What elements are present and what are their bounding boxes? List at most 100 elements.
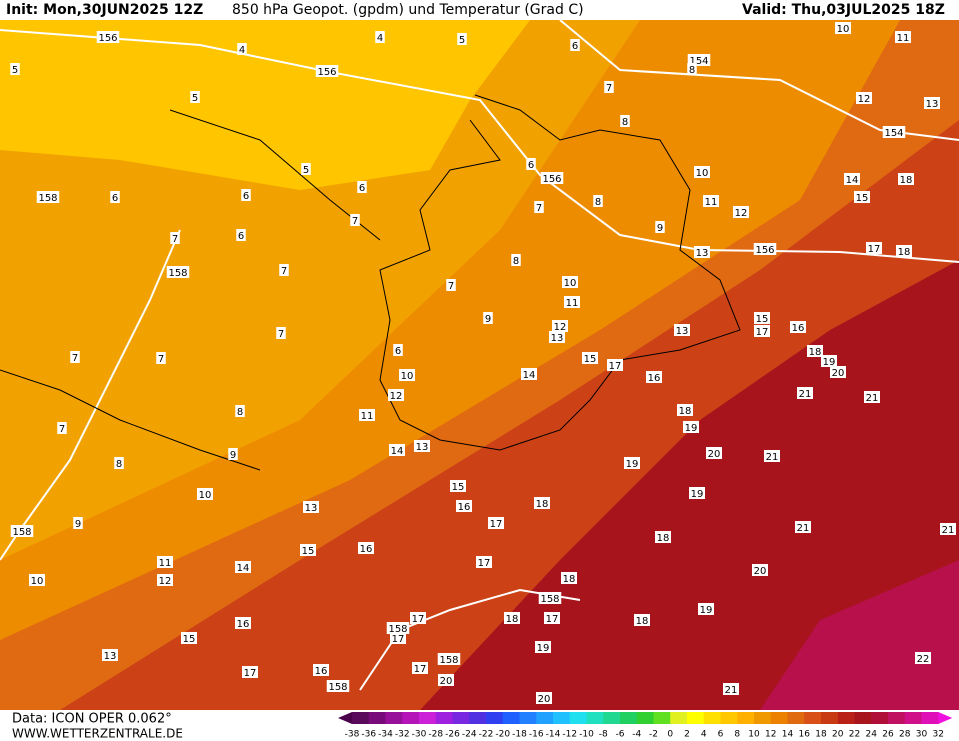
colorbar-label: 30	[916, 730, 928, 740]
colorbar-box	[419, 712, 437, 724]
colorbar-box	[469, 712, 487, 724]
label-box	[689, 487, 705, 499]
header-bar	[0, 0, 959, 20]
colorbar-box	[821, 712, 839, 724]
init-time: Init: Mon,30JUN2025 12Z	[6, 2, 203, 18]
colorbar-label: 12	[765, 730, 776, 740]
label-box	[764, 450, 780, 462]
colorbar-box	[804, 712, 822, 724]
label-box	[706, 447, 722, 459]
contour-label: 11	[897, 33, 910, 44]
colorbar-label: -2	[649, 730, 658, 740]
contour-label: 13	[104, 651, 117, 662]
contour-label: 14	[391, 446, 404, 457]
colorbar-label: 0	[667, 730, 673, 740]
colorbar-label: -38	[345, 730, 360, 740]
label-box	[36, 191, 60, 203]
label-box	[703, 195, 719, 207]
colorbar-box	[502, 712, 520, 724]
colorbar-box	[754, 712, 772, 724]
label-box	[102, 649, 118, 661]
label-box	[526, 158, 536, 170]
label-box	[552, 320, 568, 332]
colorbar-label: -26	[445, 730, 460, 740]
contour-label: 17	[868, 244, 881, 255]
colorbar-box	[452, 712, 470, 724]
contour-label: 7	[606, 83, 612, 94]
contour-label: 18	[506, 614, 519, 625]
colorbar-box	[687, 712, 705, 724]
label-box	[534, 497, 550, 509]
label-box	[375, 31, 385, 43]
colorbar-arrow	[938, 712, 953, 724]
contour-label: 15	[856, 193, 869, 204]
colorbar-box	[888, 712, 906, 724]
label-box	[604, 81, 614, 93]
colorbar-label: 8	[734, 730, 740, 740]
label-box	[357, 181, 367, 193]
colorbar-box	[536, 712, 554, 724]
label-box	[446, 279, 456, 291]
contour-label: 6	[359, 183, 365, 194]
contour-label: 8	[116, 459, 122, 470]
contour-label: 21	[797, 523, 810, 534]
contour-label: 18	[636, 616, 649, 627]
colorbar-label: 26	[882, 730, 894, 740]
colorbar-label: -6	[616, 730, 625, 740]
contour-label: 12	[554, 322, 567, 333]
label-box	[866, 242, 882, 254]
contour-label: 13	[696, 248, 709, 259]
label-box	[476, 556, 492, 568]
label-box	[844, 173, 860, 185]
contour-label: 17	[609, 361, 622, 372]
label-box	[593, 195, 603, 207]
colorbar-label: -34	[378, 730, 393, 740]
contour-label: 11	[705, 197, 718, 208]
colorbar-arrow	[338, 712, 352, 724]
colorbar-label: 20	[832, 730, 844, 740]
label-box	[386, 622, 410, 634]
contour-label: 19	[823, 357, 836, 368]
label-box	[359, 409, 375, 421]
label-box	[674, 324, 690, 336]
label-box	[399, 369, 415, 381]
colorbar-box	[586, 712, 604, 724]
label-box	[854, 191, 870, 203]
contour-label: 158	[439, 655, 458, 666]
colorbar-box	[435, 712, 453, 724]
label-box	[752, 564, 768, 576]
contour-label: 13	[416, 442, 429, 453]
contour-label: 12	[159, 576, 172, 587]
contour-label: 11	[159, 558, 172, 569]
contour-label: 17	[244, 668, 257, 679]
contour-label: 21	[799, 389, 812, 400]
label-box	[237, 43, 247, 55]
contour-label: 10	[401, 371, 414, 382]
contour-label: 20	[538, 694, 551, 705]
contour-label: 18	[563, 574, 576, 585]
colorbar-box	[385, 712, 403, 724]
label-box	[301, 163, 311, 175]
contour-label: 14	[523, 370, 536, 381]
contour-label: 158	[540, 594, 559, 605]
label-box	[723, 683, 739, 695]
label-box	[683, 421, 699, 433]
contour-label: 16	[315, 666, 328, 677]
colorbar-label: 28	[899, 730, 911, 740]
label-box	[350, 214, 360, 226]
isohypse	[559, 19, 959, 141]
colorbar-box	[603, 712, 621, 724]
contour-label: 13	[676, 326, 689, 337]
contour-label: 18	[679, 406, 692, 417]
contour-label: 6	[243, 191, 249, 202]
contour-label: 5	[12, 65, 18, 76]
contour-label: 7	[352, 216, 358, 227]
label-box	[924, 97, 940, 109]
label-box	[181, 632, 197, 644]
colorbar: -38 -36 -34 -32 -30 -28 -26 -24 -22 -20 -18 -16 -14-…	[338, 712, 953, 740]
colorbar-box	[670, 712, 688, 724]
label-box	[235, 617, 251, 629]
website: WWW.WETTERZENTRALE.DE	[12, 727, 183, 741]
contour-label: 10	[564, 278, 577, 289]
label-box	[540, 172, 564, 184]
